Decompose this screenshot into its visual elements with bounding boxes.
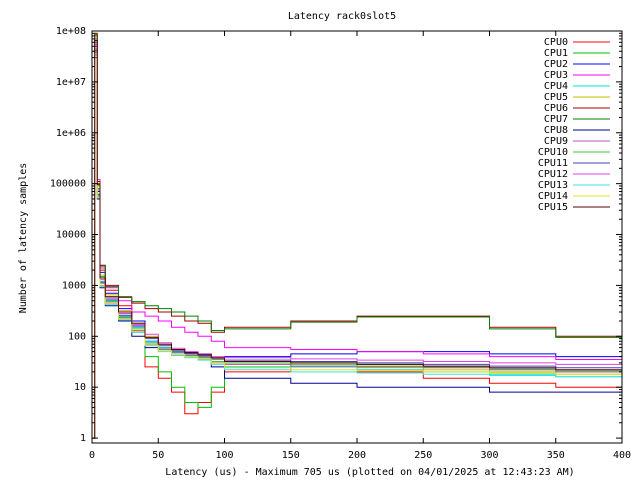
x-tick-label: 150 — [282, 450, 300, 461]
x-tick-label: 0 — [89, 450, 95, 461]
y-tick-label: 1 — [80, 433, 86, 444]
y-tick-label: 1e+07 — [56, 77, 86, 88]
legend-label-cpu12: CPU12 — [538, 169, 568, 180]
legend-label-cpu13: CPU13 — [538, 180, 568, 191]
y-tick-label: 1e+08 — [56, 26, 86, 37]
chart-title: Latency rack0slot5 — [288, 11, 396, 22]
legend-label-cpu0: CPU0 — [544, 37, 568, 48]
series-line-cpu3 — [92, 38, 623, 439]
legend-label-cpu7: CPU7 — [544, 114, 568, 125]
series-line-cpu12 — [92, 43, 623, 439]
legend-label-cpu3: CPU3 — [544, 70, 568, 81]
y-axis-label: Number of latency samples — [18, 163, 29, 314]
series-line-cpu1 — [92, 41, 623, 439]
y-tick-label: 100 — [68, 331, 86, 342]
legend-label-cpu11: CPU11 — [538, 158, 568, 169]
legend-label-cpu15: CPU15 — [538, 202, 568, 213]
x-tick-label: 100 — [215, 450, 233, 461]
x-tick-label: 350 — [547, 450, 565, 461]
legend-label-cpu5: CPU5 — [544, 92, 568, 103]
series-line-cpu15 — [92, 40, 623, 439]
axes: 0 50 100 150 200 250 300 350 400 1 10 100 1000 10000 1… — [50, 26, 631, 461]
y-tick-label: 100000 — [50, 179, 86, 190]
x-tick-label: 50 — [152, 450, 164, 461]
x-tick-label: 250 — [414, 450, 432, 461]
legend-label-cpu2: CPU2 — [544, 59, 568, 70]
series-layer — [92, 32, 623, 439]
y-tick-label: 1000 — [62, 280, 86, 291]
series-line-cpu7 — [92, 34, 623, 439]
x-tick-label: 400 — [613, 450, 631, 461]
legend-label-cpu8: CPU8 — [544, 125, 568, 136]
x-tick-label: 200 — [348, 450, 366, 461]
y-tick-label: 10000 — [56, 230, 86, 241]
legend-label-cpu10: CPU10 — [538, 147, 568, 158]
y-tick-label: 1e+06 — [56, 128, 86, 139]
series-line-cpu14 — [92, 53, 623, 439]
x-tick-label: 300 — [480, 450, 498, 461]
y-tick-label: 10 — [74, 382, 86, 393]
legend-label-cpu1: CPU1 — [544, 48, 568, 59]
x-axis-label: Latency (us) - Maximum 705 us (plotted o… — [165, 467, 574, 478]
legend: CPU0CPU1CPU2CPU3CPU4CPU5CPU6CPU7CPU8CPU9… — [538, 37, 610, 213]
legend-label-cpu6: CPU6 — [544, 103, 568, 114]
legend-label-cpu4: CPU4 — [544, 81, 568, 92]
series-line-cpu6 — [92, 32, 623, 439]
legend-label-cpu9: CPU9 — [544, 136, 568, 147]
legend-label-cpu14: CPU14 — [538, 191, 568, 202]
